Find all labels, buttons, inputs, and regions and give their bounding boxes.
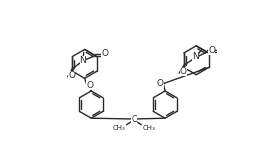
Text: O: O [157, 79, 164, 88]
Text: C: C [131, 115, 137, 124]
Text: O: O [208, 46, 215, 55]
Text: N: N [192, 53, 199, 61]
Text: O: O [102, 49, 108, 58]
Text: O: O [86, 81, 93, 90]
Text: CH₃: CH₃ [143, 125, 155, 131]
Text: O: O [180, 67, 187, 76]
Text: CH₃: CH₃ [112, 125, 125, 131]
Text: N: N [79, 55, 86, 65]
Text: O: O [68, 71, 75, 80]
